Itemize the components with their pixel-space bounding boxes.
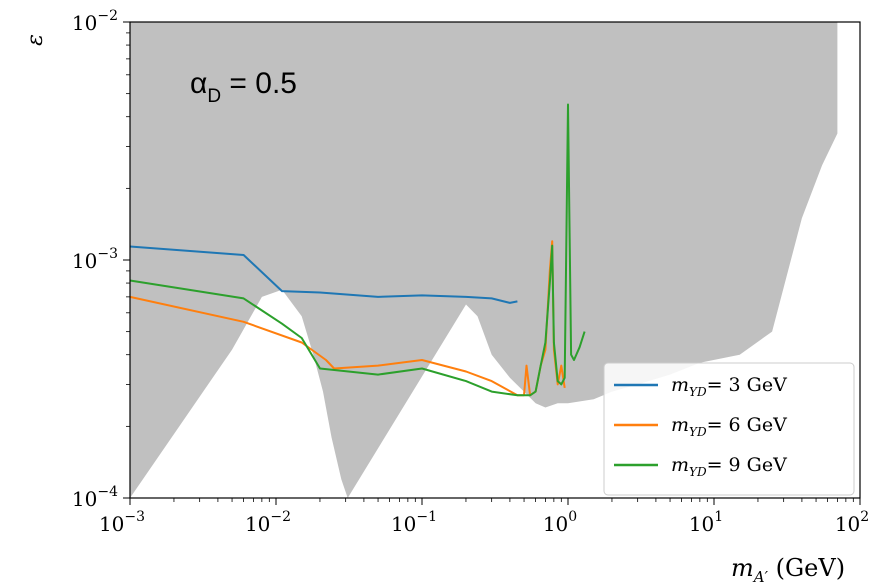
x-tick-label-2: 10−1	[391, 509, 437, 536]
y-axis-ticks: 10−4 10−3 10−2	[72, 8, 130, 511]
y-tick-label-2: 10−2	[72, 8, 118, 35]
alpha-d-annotation: αD = 0.5	[190, 67, 297, 107]
series-line-3	[129, 103, 586, 397]
legend-label-2: mΥD= 6 GeV	[671, 414, 787, 439]
x-tick-label-5: 102	[835, 509, 869, 536]
x-tick-label-3: 100	[543, 509, 577, 536]
x-axis-label: mA′ (GeV)	[731, 554, 845, 586]
x-tick-label-0: 10−3	[99, 509, 145, 536]
alpha-value: = 0.5	[221, 67, 297, 100]
x-label-unit: (GeV)	[768, 554, 845, 582]
legend: mΥD= 3 GeV mΥD= 6 GeV mΥD= 9 GeV	[603, 362, 855, 496]
legend-box	[603, 362, 855, 496]
y-tick-label-1: 10−3	[72, 246, 118, 273]
alpha-symbol: α	[190, 67, 207, 100]
series-line-1	[129, 245, 518, 304]
legend-label-1: mΥD= 3 GeV	[671, 374, 787, 399]
series-group	[129, 103, 586, 397]
x-tick-label-1: 10−2	[245, 509, 291, 536]
x-label-sub: A′	[752, 568, 769, 586]
alpha-subscript: D	[207, 86, 221, 107]
x-label-base: m	[731, 554, 754, 582]
y-axis-label: ε	[23, 34, 48, 46]
y-tick-label-0: 10−4	[72, 484, 118, 511]
x-axis-ticks: 10−3 10−2 10−1 100 101 102	[99, 498, 869, 536]
x-tick-label-4: 101	[689, 509, 723, 536]
excluded-region	[130, 22, 838, 498]
legend-label-3: mΥD= 9 GeV	[671, 454, 787, 479]
